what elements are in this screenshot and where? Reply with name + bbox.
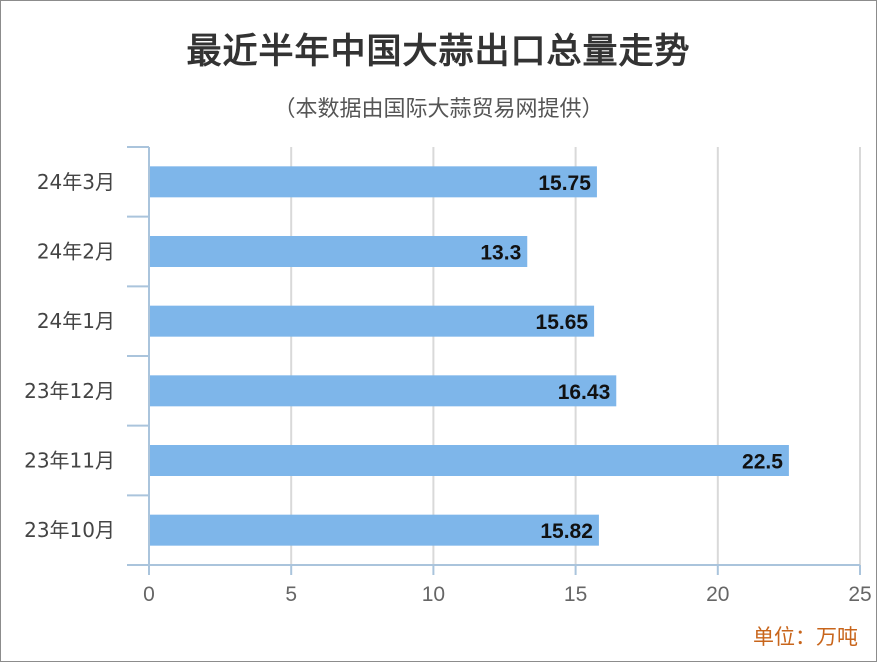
bar bbox=[150, 166, 597, 198]
bar-value-label: 15.75 bbox=[538, 172, 591, 195]
category-label: 23年10月 bbox=[24, 518, 115, 542]
bar bbox=[150, 236, 528, 267]
category-label: 24年1月 bbox=[37, 309, 115, 333]
category-label: 23年12月 bbox=[24, 379, 115, 403]
bar-value-label: 13.3 bbox=[480, 242, 521, 265]
x-tick-label: 5 bbox=[285, 583, 297, 606]
bar-value-label: 15.65 bbox=[536, 311, 589, 334]
bar-value-label: 22.5 bbox=[742, 451, 783, 474]
bar-value-label: 15.82 bbox=[540, 520, 593, 543]
chart-subtitle: （本数据由国际大蒜贸易网提供） bbox=[273, 97, 604, 122]
category-label: 23年11月 bbox=[24, 449, 115, 473]
x-tick-label: 15 bbox=[564, 583, 587, 606]
unit-label: 单位：万吨 bbox=[753, 625, 858, 649]
bar-value-label: 16.43 bbox=[558, 381, 611, 404]
x-tick-label: 20 bbox=[706, 583, 729, 606]
bar bbox=[150, 445, 789, 476]
bar bbox=[150, 514, 599, 546]
bar bbox=[150, 375, 617, 407]
chart-title: 最近半年中国大蒜出口总量走势 bbox=[186, 32, 691, 72]
x-tick-label: 25 bbox=[848, 583, 871, 606]
x-tick-label: 10 bbox=[422, 583, 445, 606]
bar bbox=[150, 305, 595, 337]
category-label: 24年3月 bbox=[37, 170, 115, 194]
category-label: 24年2月 bbox=[37, 240, 115, 264]
x-tick-label: 0 bbox=[143, 583, 155, 606]
